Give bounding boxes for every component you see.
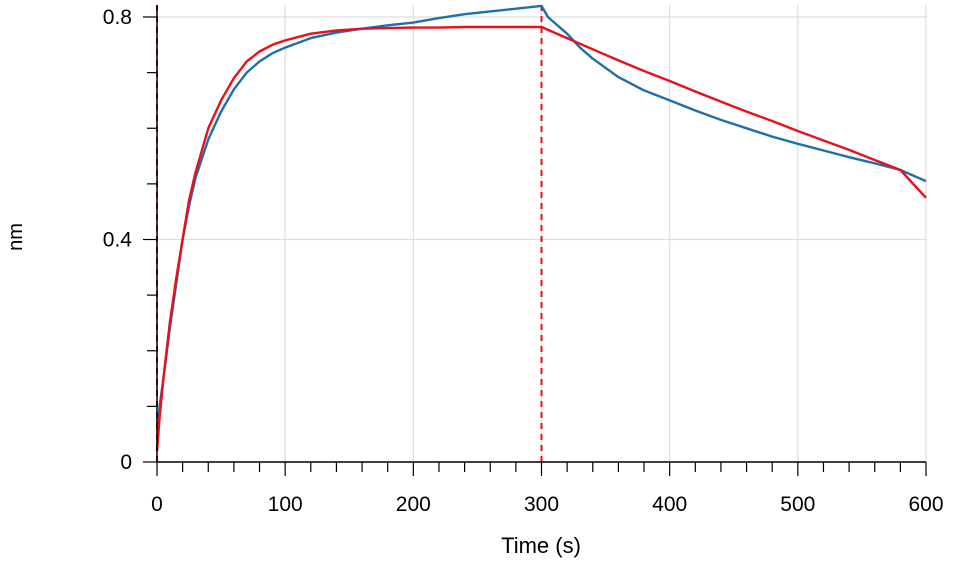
series-line-measured (155, 4, 927, 451)
tick-labels: 0 100 200 300 400 500 600 0 0.4 0.8 (103, 6, 944, 516)
axis-ticks (143, 16, 927, 476)
y-axis-title: nm (5, 223, 27, 251)
series-lines (155, 4, 927, 451)
x-tick-label: 500 (780, 493, 815, 516)
x-tick-label: 0 (151, 493, 163, 516)
x-tick-label: 300 (524, 493, 559, 516)
series-line-fit (155, 25, 927, 451)
x-tick-label: 600 (908, 493, 943, 516)
x-tick-label: 100 (268, 493, 303, 516)
x-axis-title: Time (s) (501, 533, 581, 558)
y-tick-label: 0 (120, 451, 132, 474)
x-tick-label: 200 (396, 493, 431, 516)
phase-markers (156, 5, 543, 462)
y-tick-label: 0.8 (103, 6, 132, 29)
y-tick-label: 0.4 (103, 229, 133, 252)
x-tick-label: 400 (652, 493, 687, 516)
